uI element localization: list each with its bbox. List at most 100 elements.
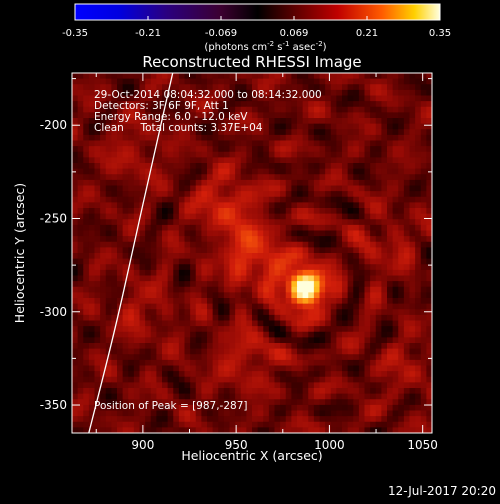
heatmap-pixel — [381, 73, 388, 80]
heatmap-pixel — [291, 416, 298, 423]
heatmap-pixel — [190, 269, 197, 276]
heatmap-pixel — [156, 393, 163, 400]
heatmap-pixel — [162, 230, 169, 237]
heatmap-pixel — [133, 269, 140, 276]
axis-ticks: 900 950 1000 1050-200-250-300-350 — [40, 73, 438, 452]
heatmap-pixel — [145, 224, 152, 231]
heatmap-pixel — [212, 410, 219, 417]
heatmap-pixel — [342, 101, 349, 108]
heatmap-pixel — [263, 78, 270, 85]
heatmap-pixel — [111, 73, 118, 80]
heatmap-pixel — [240, 348, 247, 355]
heatmap-pixel — [139, 101, 146, 108]
heatmap-pixel — [308, 123, 315, 130]
heatmap-pixel — [302, 134, 309, 141]
heatmap-pixel — [173, 359, 180, 366]
heatmap-pixel — [162, 320, 169, 327]
heatmap-pixel — [235, 134, 242, 141]
heatmap-pixel — [122, 84, 129, 91]
heatmap-pixel — [403, 343, 410, 350]
heatmap-pixel — [274, 224, 281, 231]
heatmap-pixel — [195, 298, 202, 305]
heatmap-pixel — [105, 95, 112, 102]
heatmap-pixel — [319, 230, 326, 237]
heatmap-pixel — [88, 202, 95, 209]
heatmap-pixel — [88, 343, 95, 350]
heatmap-pixel — [336, 185, 343, 192]
heatmap-pixel — [285, 416, 292, 423]
heatmap-pixel — [133, 275, 140, 282]
heatmap-pixel — [420, 151, 427, 158]
heatmap-pixel — [246, 309, 253, 316]
heatmap-pixel — [240, 343, 247, 350]
heatmap-pixel — [297, 140, 304, 147]
heatmap-pixel — [88, 191, 95, 198]
heatmap-pixel — [387, 337, 394, 344]
heatmap-pixel — [364, 179, 371, 186]
heatmap-pixel — [308, 157, 315, 164]
heatmap-pixel — [420, 326, 427, 333]
heatmap-pixel — [184, 174, 191, 181]
heatmap-pixel — [319, 219, 326, 226]
heatmap-pixel — [88, 331, 95, 338]
heatmap-pixel — [207, 202, 214, 209]
heatmap-pixel — [195, 179, 202, 186]
heatmap-pixel — [387, 202, 394, 209]
heatmap-pixel — [403, 253, 410, 260]
heatmap-pixel — [426, 241, 432, 248]
heatmap-pixel — [88, 73, 95, 80]
heatmap-pixel — [358, 151, 365, 158]
heatmap-pixel — [246, 73, 253, 80]
heatmap-pixel — [358, 101, 365, 108]
heatmap-pixel — [280, 421, 287, 428]
heatmap-pixel — [190, 253, 197, 260]
heatmap-pixel — [285, 404, 292, 411]
heatmap-pixel — [223, 106, 230, 113]
heatmap-pixel — [184, 393, 191, 400]
heatmap-pixel — [162, 388, 169, 395]
heatmap-pixel — [319, 101, 326, 108]
heatmap-pixel — [223, 326, 230, 333]
heatmap-pixel — [308, 73, 315, 80]
heatmap-pixel — [387, 106, 394, 113]
heatmap-pixel — [88, 393, 95, 400]
heatmap-pixel — [178, 95, 185, 102]
heatmap-pixel — [302, 89, 309, 96]
heatmap-pixel — [94, 95, 101, 102]
heatmap-pixel — [218, 106, 225, 113]
heatmap-pixel — [415, 421, 422, 428]
heatmap-pixel — [77, 258, 84, 265]
heatmap-pixel — [178, 421, 185, 428]
heatmap-pixel — [207, 208, 214, 215]
heatmap-pixel — [117, 236, 124, 243]
heatmap-pixel — [252, 163, 259, 170]
heatmap-pixel — [77, 168, 84, 175]
heatmap-pixel — [252, 286, 259, 293]
heatmap-pixel — [173, 123, 180, 130]
heatmap-pixel — [195, 202, 202, 209]
heatmap-pixel — [420, 236, 427, 243]
heatmap-pixel — [319, 129, 326, 136]
heatmap-pixel — [387, 163, 394, 170]
heatmap-pixel — [133, 247, 140, 254]
heatmap-pixel — [415, 410, 422, 417]
heatmap-pixel — [375, 151, 382, 158]
heatmap-pixel — [426, 365, 432, 372]
heatmap-pixel — [83, 331, 90, 338]
heatmap-pixel — [229, 275, 236, 282]
heatmap-pixel — [195, 89, 202, 96]
heatmap-pixel — [347, 303, 354, 310]
heatmap-pixel — [100, 247, 107, 254]
heatmap-pixel — [347, 202, 354, 209]
heatmap-pixel — [274, 168, 281, 175]
heatmap-pixel — [178, 269, 185, 276]
heatmap-pixel — [364, 382, 371, 389]
y-tick-label: -300 — [40, 305, 67, 319]
heatmap-pixel — [325, 416, 332, 423]
heatmap-pixel — [88, 286, 95, 293]
heatmap-pixel — [364, 410, 371, 417]
heatmap-pixel — [302, 95, 309, 102]
heatmap-pixel — [268, 393, 275, 400]
heatmap-pixel — [325, 208, 332, 215]
heatmap-pixel — [398, 292, 405, 299]
